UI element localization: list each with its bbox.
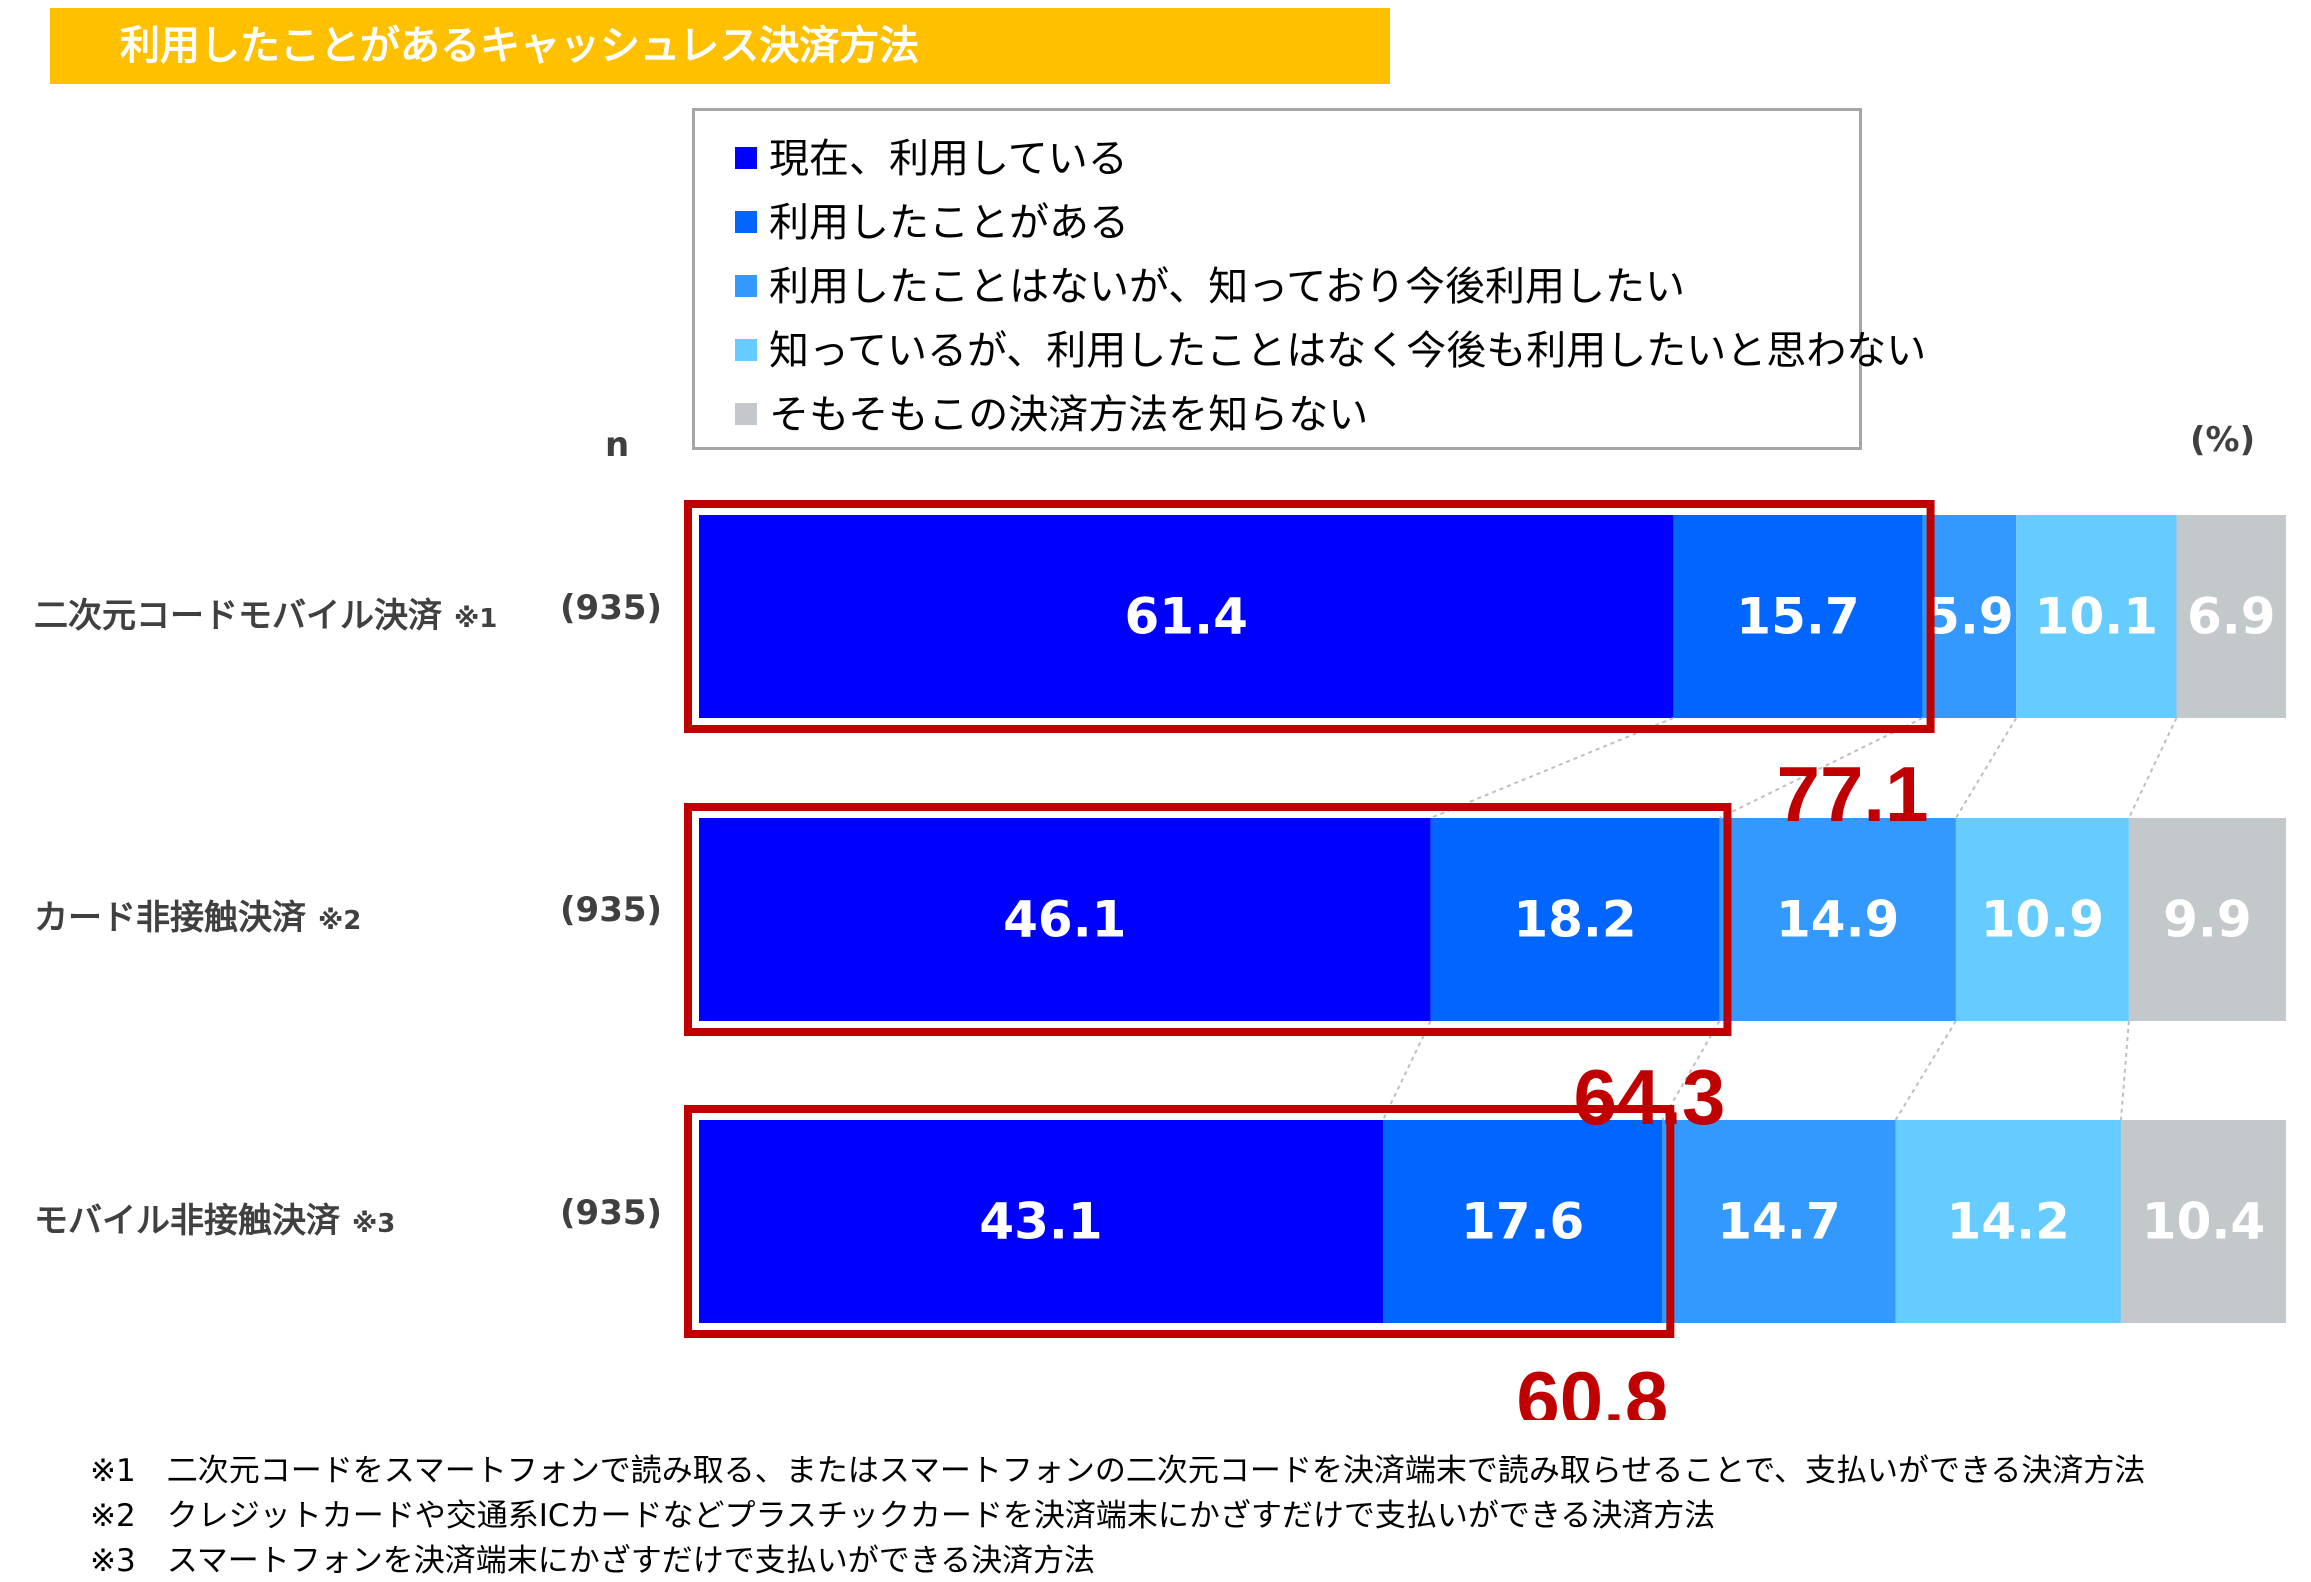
legend: 現在、利用している 利用したことがある 利用したことはないが、知っており今後利用… — [692, 108, 1926, 450]
row-label-card-text: カード非接触決済 — [34, 898, 306, 938]
bar-mobile-series-4 — [1895, 1120, 2121, 1323]
bar-qr-series-3 — [1922, 515, 2017, 718]
legend-label-current: 現在、利用している — [769, 136, 1128, 182]
legend-item-unknown: そもそもこの決済方法を知らない — [735, 387, 1368, 443]
data-label-mobile-series-5: 10.4 — [2142, 1193, 2265, 1251]
highlight-total-mobile: 60.8 — [1516, 1355, 1668, 1420]
legend-swatch-want — [735, 275, 757, 297]
bar-mobile-series-5 — [2120, 1120, 2286, 1323]
row-label-qr-text: 二次元コードモバイル決済 — [34, 596, 442, 636]
legend-item-used: 利用したことがある — [735, 195, 1129, 251]
data-label-mobile-series-1: 43.1 — [979, 1193, 1102, 1251]
legend-swatch-dont-want — [735, 339, 757, 361]
data-label-card-series-4: 10.9 — [1981, 891, 2104, 949]
connector-line-1-2 — [1718, 717, 1924, 819]
data-label-card-series-3: 14.9 — [1776, 891, 1899, 949]
connector-line-1-3 — [1955, 717, 2018, 819]
data-label-mobile-series-3: 14.7 — [1717, 1193, 1840, 1251]
connector-line-1-4 — [2127, 717, 2178, 819]
footnote-3: ※3 スマートフォンを決済端末にかざすだけで支払いができる決済方法 — [90, 1543, 1096, 1579]
row-label-mobile: モバイル非接触決済 ※3 — [34, 1193, 395, 1242]
bar-card-series-2 — [1430, 818, 1720, 1021]
unit-label: (%) — [2190, 420, 2256, 460]
n-header: n — [605, 425, 630, 465]
highlight-box-card — [684, 803, 1732, 1036]
footnote-2: ※2 クレジットカードや交通系ICカードなどプラスチックカードを決済端末にかざす… — [90, 1498, 1716, 1534]
bar-card-series-4 — [1955, 818, 2129, 1021]
legend-label-unknown: そもそもこの決済方法を知らない — [769, 392, 1369, 438]
bar-card-series-1 — [699, 818, 1431, 1021]
row-n-card: (935) — [560, 890, 663, 930]
legend-label-want: 利用したことはないが、知っており今後利用したい — [769, 264, 1685, 310]
connector-line-1-1 — [1430, 717, 1674, 819]
row-note-mobile: ※3 — [352, 1209, 396, 1239]
row-n-qr: (935) — [560, 588, 663, 628]
bar-qr-series-4 — [2016, 515, 2177, 718]
bar-mobile-series-2 — [1382, 1120, 1663, 1323]
row-label-mobile-text: モバイル非接触決済 — [34, 1201, 340, 1241]
bar-card-series-3 — [1719, 818, 1956, 1021]
data-label-qr-series-1: 61.4 — [1125, 588, 1248, 646]
row-label-qr: 二次元コードモバイル決済 ※1 — [34, 588, 497, 637]
row-note-qr: ※1 — [454, 604, 498, 634]
stacked-bar-chart: 61.4 15.7 5.9 10.1 6.9 46.1 18.2 14.9 10.9 9.9 43.… — [684, 500, 2286, 1420]
bar-qr-series-2 — [1673, 515, 1923, 718]
highlight-box-qr — [684, 500, 1935, 733]
bar-mobile-series-1 — [699, 1120, 1383, 1323]
legend-swatch-unknown — [735, 403, 757, 425]
connector-line-2-1 — [1382, 1020, 1432, 1121]
connector-line-2-3 — [1894, 1020, 1957, 1121]
bar-qr-series-5 — [2176, 515, 2286, 718]
row-n-mobile: (935) — [560, 1193, 663, 1233]
legend-swatch-current — [735, 147, 757, 169]
connector-line-2-2 — [1661, 1020, 1721, 1121]
data-label-card-series-1: 46.1 — [1003, 891, 1126, 949]
highlight-box-mobile — [684, 1105, 1675, 1338]
data-label-qr-series-4: 10.1 — [2035, 588, 2158, 646]
data-label-mobile-series-2: 17.6 — [1461, 1193, 1584, 1251]
title-bar: 利用したことがあるキャッシュレス決済方法 — [50, 8, 1390, 84]
bar-qr-series-1 — [699, 515, 1674, 718]
data-label-qr-series-5: 6.9 — [2187, 588, 2276, 646]
row-note-card: ※2 — [318, 906, 362, 936]
legend-label-used: 利用したことがある — [769, 200, 1129, 246]
legend-swatch-used — [735, 211, 757, 233]
chart-title: 利用したことがあるキャッシュレス決済方法 — [120, 23, 920, 69]
data-label-card-series-5: 9.9 — [2163, 891, 2252, 949]
bar-card-series-5 — [2128, 818, 2286, 1021]
legend-item-current: 現在、利用している — [735, 131, 1128, 187]
row-label-card: カード非接触決済 ※2 — [34, 890, 361, 939]
data-label-qr-series-2: 15.7 — [1736, 588, 1859, 646]
legend-item-dont-want: 知っているが、利用したことはなく今後も利用したいと思わない — [735, 323, 1926, 379]
highlight-total-qr: 77.1 — [1777, 750, 1929, 838]
footnote-1: ※1 二次元コードをスマートフォンで読み取る、またはスマートフォンの二次元コード… — [90, 1453, 2146, 1489]
legend-item-want: 利用したことはないが、知っており今後利用したい — [735, 259, 1685, 315]
data-label-qr-series-3: 5.9 — [1925, 588, 2014, 646]
highlight-total-card: 64.3 — [1574, 1053, 1726, 1141]
data-label-card-series-2: 18.2 — [1513, 891, 1636, 949]
bar-mobile-series-3 — [1662, 1120, 1896, 1323]
connector-line-2-4 — [2119, 1020, 2130, 1121]
data-label-mobile-series-4: 14.2 — [1947, 1193, 2070, 1251]
legend-label-dont-want: 知っているが、利用したことはなく今後も利用したいと思わない — [769, 328, 1927, 374]
